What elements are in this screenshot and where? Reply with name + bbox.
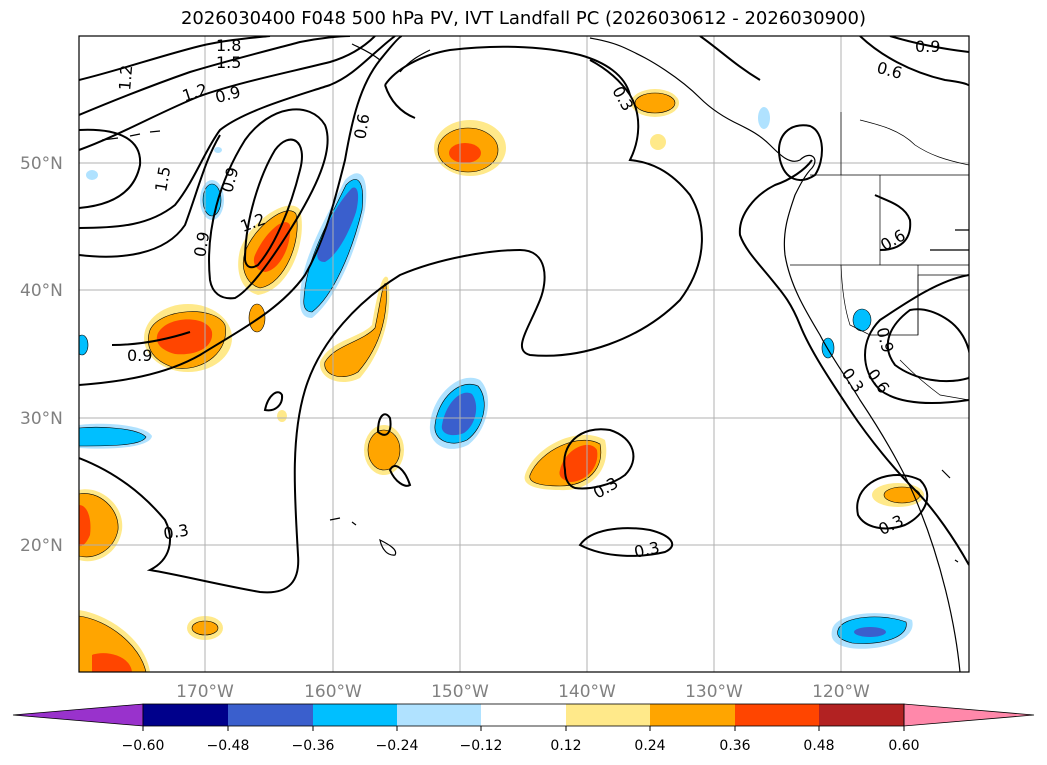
contour-label: 1.5: [216, 53, 241, 72]
lon-label: 130°W: [685, 682, 743, 702]
colorbar-tick-label: 0.60: [888, 738, 919, 754]
lon-label: 160°W: [304, 682, 362, 702]
warm-patch: [79, 610, 150, 672]
contour-label: 0.3: [162, 520, 190, 543]
lat-label: 20°N: [20, 536, 63, 556]
contour-label: 0.9: [190, 230, 213, 258]
lon-label: 120°W: [812, 682, 870, 702]
lat-label: 50°N: [20, 154, 63, 174]
colorbar-segment: [566, 704, 650, 726]
contour-label: 1.8: [216, 36, 241, 55]
lon-label: 170°W: [176, 682, 234, 702]
warm-patch: [434, 120, 506, 176]
warm-patch: [524, 434, 607, 491]
colorbar-tick-label: −0.12: [460, 738, 503, 754]
map-title: 2026030400 F048 500 hPa PV, IVT Landfall…: [180, 8, 867, 29]
colorbar-segment: [735, 704, 819, 726]
colorbar-segment: [481, 704, 566, 726]
colorbar-segment: [143, 704, 228, 726]
colorbar-segment: [397, 704, 481, 726]
lon-label: 150°W: [431, 682, 489, 702]
warm-patch: [631, 89, 679, 117]
warm-patch: [872, 483, 924, 507]
contour-label: 0.6: [350, 112, 373, 140]
colorbar-tick-label: −0.24: [376, 738, 419, 754]
colorbar-segment: [228, 704, 313, 726]
contours: [79, 36, 969, 594]
cool-patch: [79, 107, 872, 359]
lat-label: 30°N: [20, 409, 63, 429]
colorbar-extend-high: [903, 703, 1035, 727]
colorbar-tick-label: 0.48: [803, 738, 834, 754]
warm-patch: [248, 134, 666, 422]
cool-patch: [79, 423, 152, 449]
lat-labels: 50°N 40°N 30°N 20°N: [20, 154, 63, 556]
cool-patch: [831, 613, 913, 649]
colorbar-tick-label: −0.48: [207, 738, 250, 754]
contour-label: 0.9: [127, 346, 152, 365]
warm-patch: [79, 489, 123, 562]
colorbar-segment: [313, 704, 397, 726]
contour-label: 0.9: [915, 37, 940, 56]
colorbar-segment: [819, 704, 904, 726]
contour-label: 1.5: [151, 165, 174, 193]
colorbar-tick-label: −0.60: [122, 738, 165, 754]
borders: [790, 112, 969, 401]
colorbar: −0.60 −0.48 −0.36 −0.24 −0.12 0.12 0.24 …: [12, 703, 1035, 754]
colorbar-tick-label: −0.36: [292, 738, 335, 754]
colorbar-tick-label: 0.36: [719, 738, 750, 754]
colorbar-segment: [650, 704, 735, 726]
contour-label: 0.3: [632, 538, 661, 562]
colorbar-extend-low: [12, 703, 144, 727]
shaded-anomalies: [79, 89, 924, 672]
gridlines: [79, 36, 969, 672]
colorbar-tick-label: 0.24: [634, 738, 665, 754]
warm-patch: [364, 425, 404, 475]
warm-patch: [144, 304, 232, 372]
map-frame: [78, 35, 970, 673]
contour-label: 1.2: [115, 64, 136, 91]
lat-label: 40°N: [20, 281, 63, 301]
lon-label: 140°W: [558, 682, 616, 702]
colorbar-tick-label: 0.12: [550, 738, 581, 754]
lon-labels: 170°W 160°W 150°W 140°W 130°W 120°W: [176, 682, 870, 702]
